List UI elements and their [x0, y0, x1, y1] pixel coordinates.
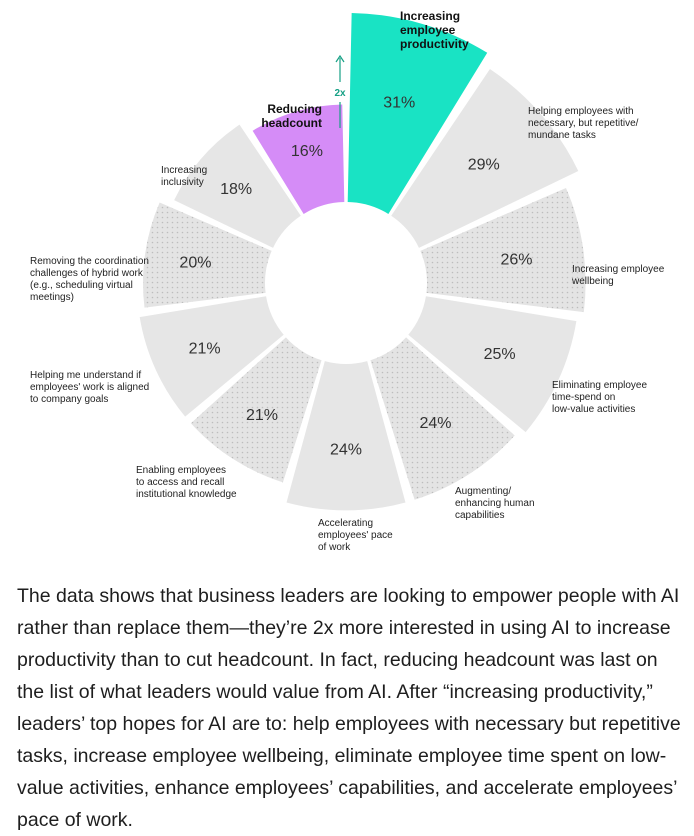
bar-enabling-employees-to-access-and-recall-	[190, 337, 322, 483]
bar-helping-me-understand-if-employees-work-	[139, 296, 284, 417]
bar-increasing-employee-productivity	[347, 12, 488, 214]
category-label-eliminating-employee-time-spend-on-low-v: Eliminating employee time-spend on low-val…	[552, 380, 647, 415]
bar-removing-the-coordination-challenges-of-	[142, 202, 272, 308]
category-label-helping-me-understand-if-employees-work-: Helping me understand if employees' work …	[30, 370, 149, 405]
radial-bar-chart: 31% 29% 26% 25% 24% 24% 21% 21% 20% 18% 16% Increa…	[30, 9, 665, 553]
two-x-annotation: 2x	[334, 88, 346, 99]
bar-helping-employees-with-necessary-but-rep	[391, 69, 579, 248]
value-label-eliminating-employee-time-spend-on-low-v: 25%	[484, 346, 516, 363]
category-label-increasing-employee-wellbeing: Increasing employee wellbeing	[571, 264, 665, 287]
value-label-removing-the-coordination-challenges-of-: 20%	[179, 254, 211, 271]
bar-augmenting-enhancing-human-capabilities	[370, 337, 515, 500]
bar-increasing-inclusivity	[174, 124, 301, 248]
value-label-increasing-inclusivity: 18%	[220, 181, 252, 198]
category-label-augmenting-enhancing-human-capabilities: Augmenting/enhancing human capabilities	[455, 486, 535, 521]
value-label-helping-employees-with-necessary-but-rep: 29%	[468, 157, 500, 174]
category-label-reducing-headcount: Reducing headcount	[261, 102, 322, 130]
value-label-helping-me-understand-if-employees-work-: 21%	[189, 341, 221, 358]
bar-eliminating-employee-time-spend-on-low-v	[408, 296, 577, 433]
value-label-increasing-employee-wellbeing: 26%	[500, 251, 532, 268]
value-label-reducing-headcount: 16%	[291, 143, 323, 160]
value-label-enabling-employees-to-access-and-recall-: 21%	[246, 407, 278, 424]
category-label-enabling-employees-to-access-and-recall-: Enabling employees to access and recall in…	[136, 465, 237, 500]
value-label-accelerating-employees-pace-of-work: 24%	[330, 442, 362, 459]
chart-canvas: 31% 29% 26% 25% 24% 24% 21% 21% 20% 18% 16% Increa…	[30, 9, 665, 553]
bar-accelerating-employees-pace-of-work	[286, 361, 406, 511]
body-paragraph: The data shows that business leaders are…	[17, 585, 681, 831]
category-label-accelerating-employees-pace-of-work: Accelerating employees' pace of work	[318, 518, 393, 553]
category-label-increasing-inclusivity: Increasing inclusivity	[161, 165, 207, 188]
category-label-removing-the-coordination-challenges-of-: Removing the coordination challenges of h…	[30, 256, 149, 303]
category-label-helping-employees-with-necessary-but-rep: Helping employees with necessary, but rep…	[528, 106, 639, 141]
two-x-arrow-icon	[335, 54, 345, 128]
value-label-increasing-employee-productivity: 31%	[383, 95, 415, 112]
category-label-increasing-employee-productivity: Increasing employee productivity	[400, 9, 469, 51]
bar-reducing-headcount	[252, 104, 345, 214]
bar-increasing-employee-wellbeing	[420, 188, 586, 313]
value-label-augmenting-enhancing-human-capabilities: 24%	[419, 415, 451, 432]
